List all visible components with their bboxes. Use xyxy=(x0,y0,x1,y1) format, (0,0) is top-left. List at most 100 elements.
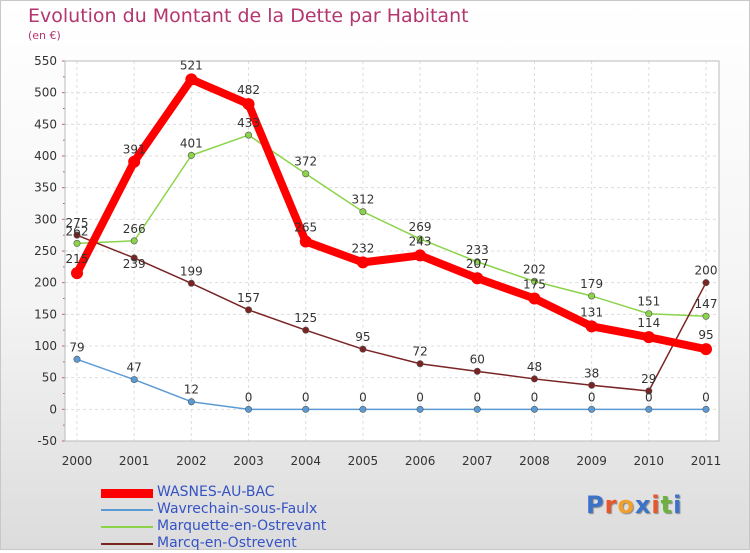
data-label: 151 xyxy=(637,295,660,309)
data-label: 38 xyxy=(584,366,599,380)
data-label: 79 xyxy=(69,340,84,354)
series-point-1 xyxy=(73,355,81,363)
series-point-2 xyxy=(588,292,596,300)
series-point-2 xyxy=(416,235,424,243)
x-tick-label: 2010 xyxy=(634,454,665,468)
series-point-1 xyxy=(702,405,710,413)
legend-swatch xyxy=(101,488,153,498)
series-point-3 xyxy=(530,375,538,383)
data-label: 207 xyxy=(466,257,489,271)
series-point-0 xyxy=(585,320,598,333)
series-point-2 xyxy=(359,208,367,216)
data-label: 0 xyxy=(359,390,367,404)
series-point-3 xyxy=(130,254,138,262)
data-label: 179 xyxy=(580,277,603,291)
data-label: 0 xyxy=(531,390,539,404)
series-point-3 xyxy=(359,345,367,353)
series-point-1 xyxy=(187,398,195,406)
series-point-0 xyxy=(642,331,655,344)
series-point-0 xyxy=(185,73,198,86)
data-label: 275 xyxy=(66,216,89,230)
data-label: 175 xyxy=(523,278,546,292)
series-point-0 xyxy=(528,292,541,305)
data-label: 114 xyxy=(637,316,660,330)
legend-swatch xyxy=(101,543,153,545)
y-tick-label: 100 xyxy=(34,339,57,353)
series-point-2 xyxy=(73,239,81,247)
series-point-2 xyxy=(130,237,138,245)
data-label: 47 xyxy=(127,361,142,375)
data-label: 266 xyxy=(123,222,146,236)
data-label: 265 xyxy=(294,221,317,235)
legend-label: Wavrechain-sous-Faulx xyxy=(157,501,318,517)
logo-letter: i xyxy=(673,491,683,519)
y-tick-label: 350 xyxy=(34,181,57,195)
data-label: 262 xyxy=(66,224,89,238)
series-point-2 xyxy=(702,312,710,320)
series-point-3 xyxy=(187,279,195,287)
data-label: 401 xyxy=(180,136,203,150)
series-point-0 xyxy=(71,267,83,280)
data-label: 157 xyxy=(237,291,260,305)
data-label: 0 xyxy=(645,390,653,404)
data-label: 0 xyxy=(416,390,424,404)
x-tick-label: 2007 xyxy=(462,454,493,468)
x-tick-label: 2001 xyxy=(119,454,150,468)
y-tick-label: 500 xyxy=(34,86,57,100)
data-label: 232 xyxy=(351,241,374,255)
series-point-3 xyxy=(473,367,481,375)
data-label: 72 xyxy=(412,345,427,359)
data-label: 199 xyxy=(180,264,203,278)
x-tick-label: 2006 xyxy=(405,454,436,468)
series-line-1 xyxy=(76,358,707,411)
logo-letter: i xyxy=(651,491,661,519)
series-point-0 xyxy=(471,272,484,285)
series-point-3 xyxy=(302,326,310,334)
series-point-2 xyxy=(245,131,253,139)
series-point-0 xyxy=(356,256,369,269)
data-label: 215 xyxy=(66,252,89,266)
data-label: 48 xyxy=(527,360,542,374)
data-label: 0 xyxy=(245,390,253,404)
series-point-0 xyxy=(700,343,712,356)
data-label: 0 xyxy=(702,390,710,404)
legend-item: Marcq-en-Ostrevent xyxy=(101,535,401,553)
data-label: 0 xyxy=(588,390,596,404)
series-point-2 xyxy=(187,151,195,159)
x-tick-label: 2008 xyxy=(519,454,550,468)
series-point-1 xyxy=(530,405,538,413)
data-label: 12 xyxy=(184,383,199,397)
y-tick-label: -50 xyxy=(37,434,57,448)
data-label: 202 xyxy=(523,262,546,276)
x-tick-label: 2004 xyxy=(290,454,321,468)
y-tick-label: 50 xyxy=(42,371,57,385)
data-label: 521 xyxy=(180,58,203,72)
logo-letter: o xyxy=(617,491,635,519)
series-point-1 xyxy=(245,405,253,413)
data-label: 131 xyxy=(580,305,603,319)
data-label: 95 xyxy=(698,328,713,342)
data-label: 391 xyxy=(123,143,146,157)
data-label: 433 xyxy=(237,116,260,130)
x-tick-label: 2003 xyxy=(233,454,264,468)
series-point-3 xyxy=(245,306,253,314)
data-label: 29 xyxy=(641,372,656,386)
plot-border xyxy=(64,60,720,442)
legend-swatch xyxy=(101,509,153,511)
series-point-2 xyxy=(530,277,538,285)
y-tick-label: 150 xyxy=(34,307,57,321)
x-tick-label: 2009 xyxy=(576,454,607,468)
data-label: 125 xyxy=(294,311,317,325)
series-point-1 xyxy=(473,405,481,413)
series-line-0 xyxy=(73,75,710,354)
chart-legend: WASNES-AU-BAC Wavrechain-sous-Faulx Marque… xyxy=(101,484,401,553)
data-label: 312 xyxy=(351,193,374,207)
logo-letter: t xyxy=(660,491,674,519)
x-tick-label: 2000 xyxy=(62,454,93,468)
series-point-1 xyxy=(588,405,596,413)
series-point-0 xyxy=(414,249,427,262)
x-tick-label: 2011 xyxy=(691,454,722,468)
series-point-2 xyxy=(302,170,310,178)
